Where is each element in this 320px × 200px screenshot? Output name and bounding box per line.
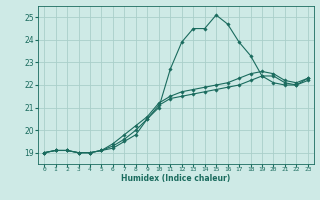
X-axis label: Humidex (Indice chaleur): Humidex (Indice chaleur): [121, 174, 231, 183]
